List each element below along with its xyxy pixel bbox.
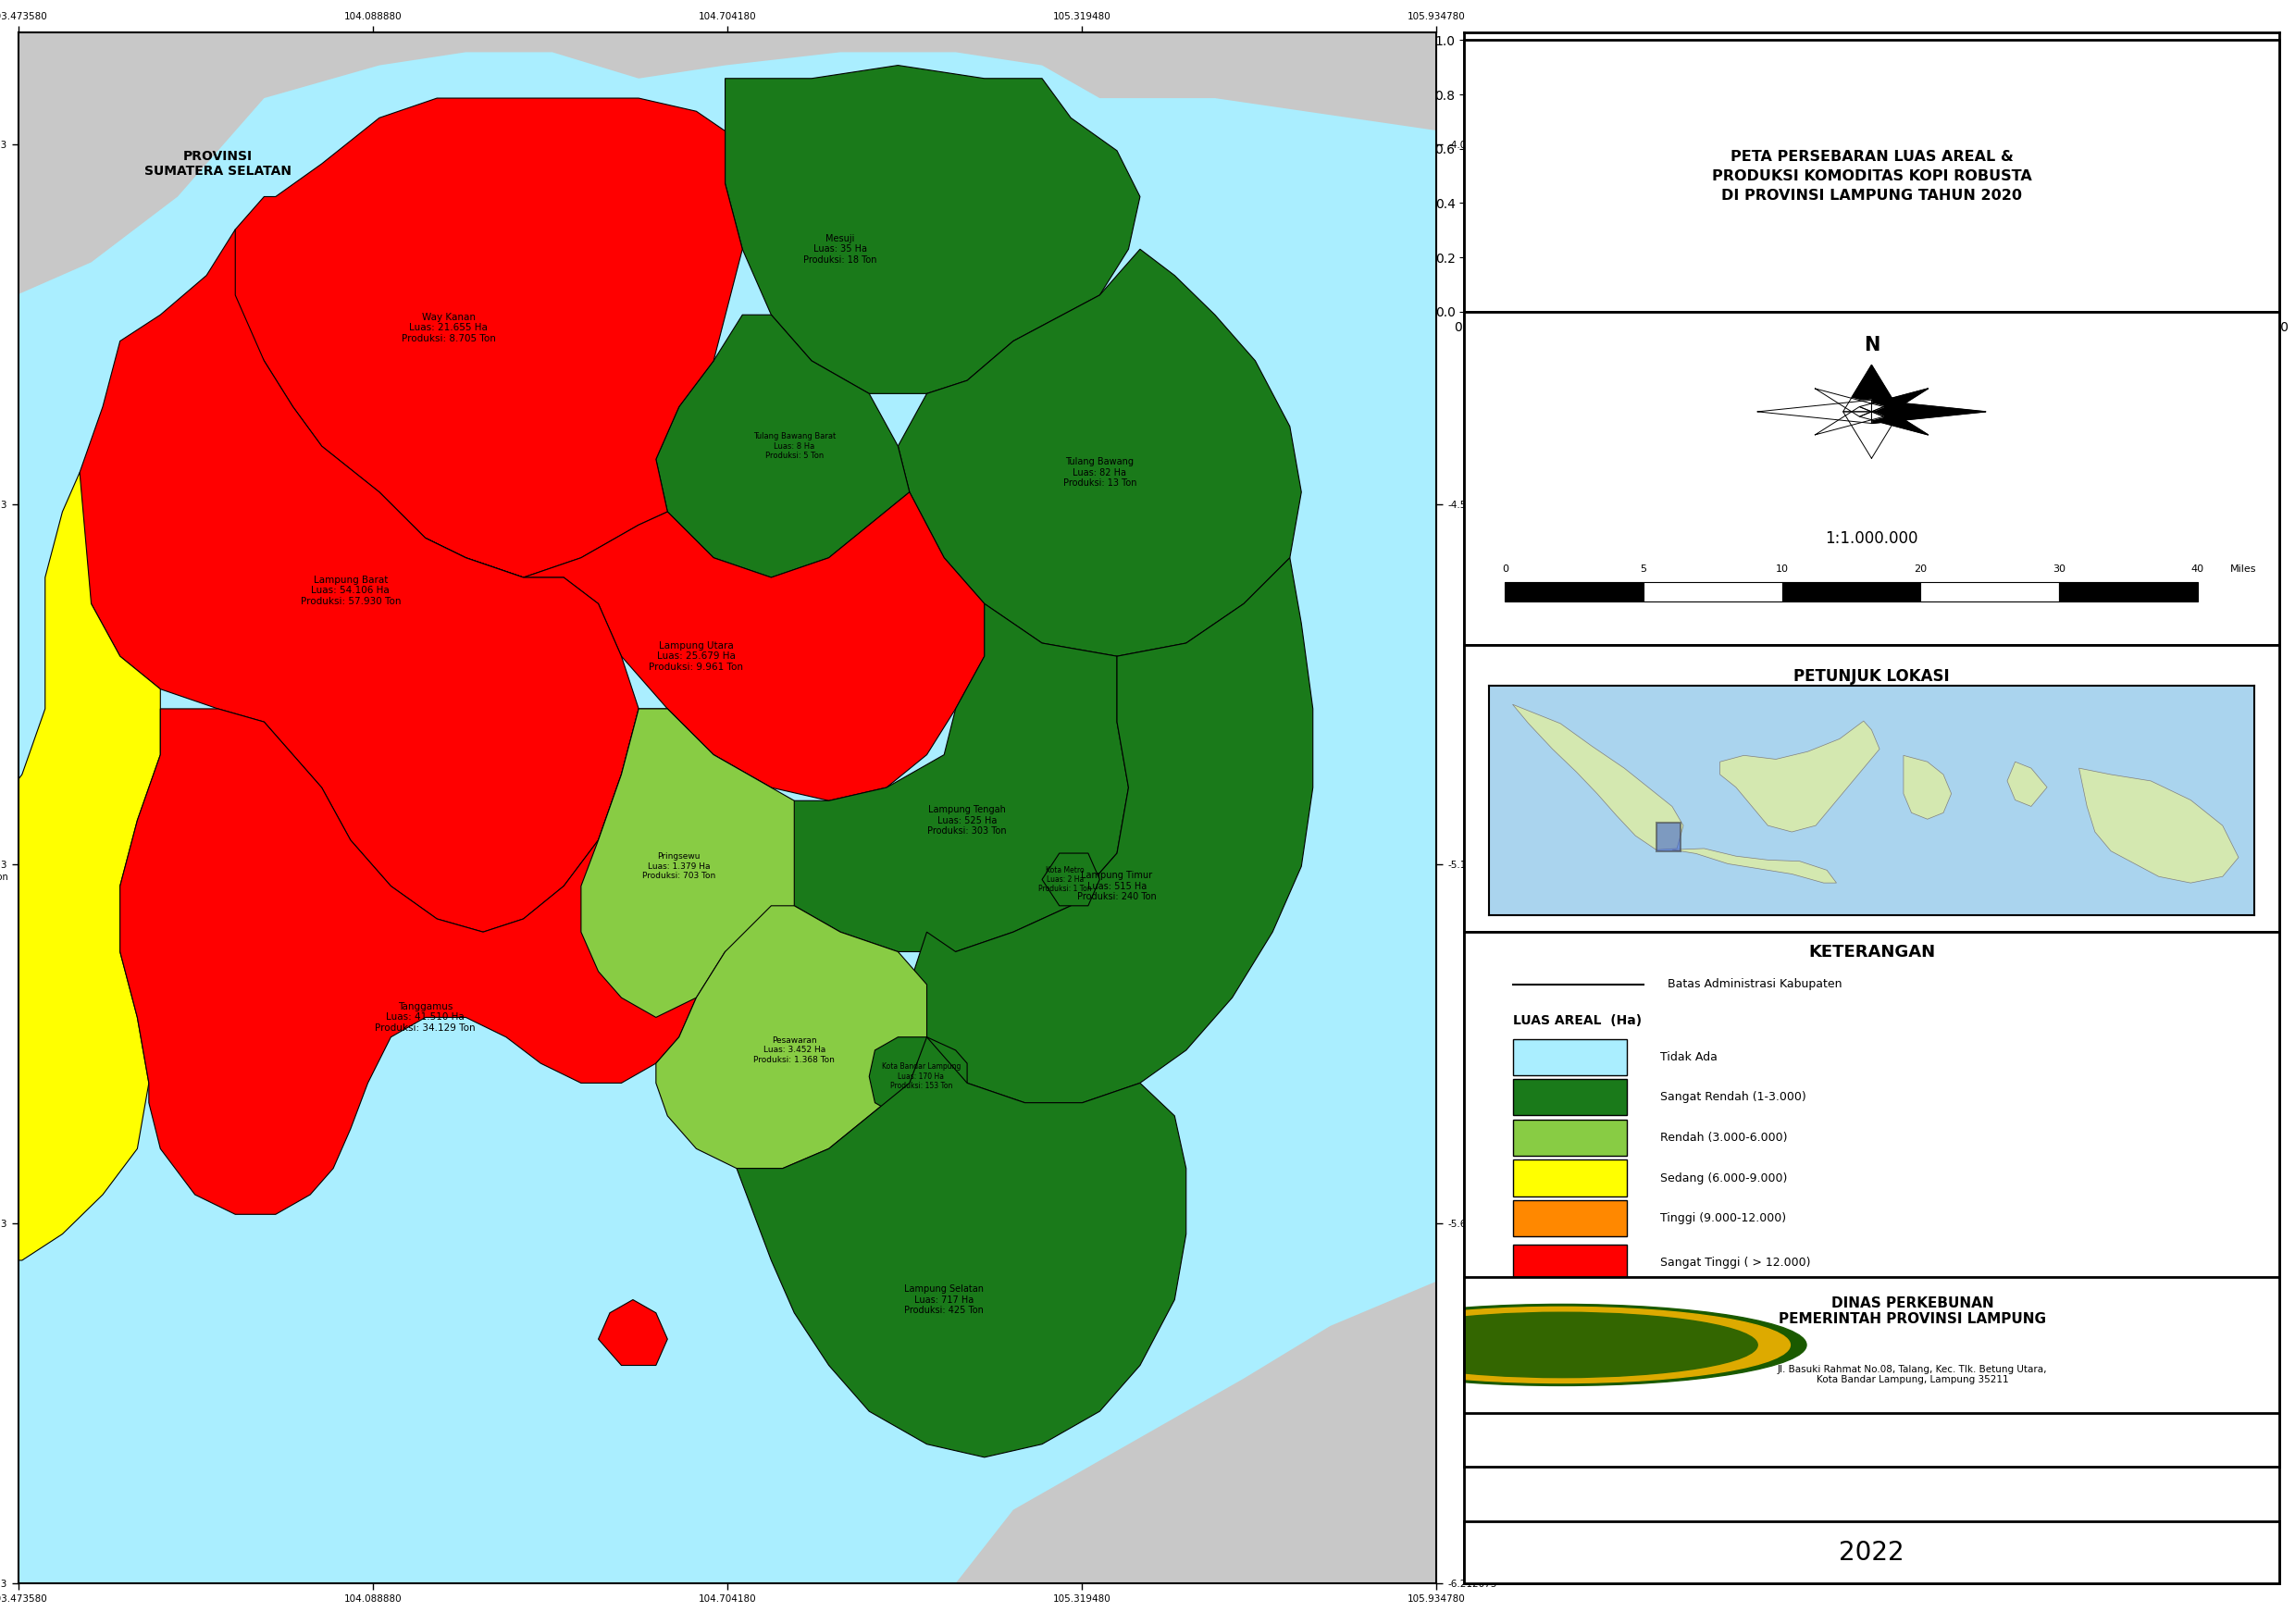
Polygon shape bbox=[656, 906, 927, 1168]
Text: 20: 20 bbox=[1914, 564, 1928, 573]
Text: 30: 30 bbox=[2052, 564, 2066, 573]
Polygon shape bbox=[1859, 388, 1928, 417]
Polygon shape bbox=[1673, 848, 1836, 883]
Polygon shape bbox=[1843, 411, 1900, 458]
Polygon shape bbox=[897, 248, 1301, 656]
Text: Sedang (6.000-9.000): Sedang (6.000-9.000) bbox=[1659, 1173, 1788, 1184]
Text: Miles: Miles bbox=[2231, 564, 2256, 573]
Bar bbox=[1921, 581, 2059, 603]
Polygon shape bbox=[73, 229, 638, 932]
Text: 40: 40 bbox=[2192, 564, 2203, 573]
Polygon shape bbox=[1042, 853, 1099, 906]
Polygon shape bbox=[0, 473, 161, 1260]
Bar bbox=[1781, 581, 1921, 603]
Bar bbox=[1512, 1119, 1627, 1156]
Circle shape bbox=[1333, 1307, 1790, 1384]
Polygon shape bbox=[2079, 768, 2238, 883]
Text: Batas Administrasi Kabupaten: Batas Administrasi Kabupaten bbox=[1668, 978, 1843, 991]
Text: Kota Bandar Lampung
Luas: 170 Ha
Produksi: 153 Ton: Kota Bandar Lampung Luas: 170 Ha Produks… bbox=[881, 1062, 962, 1090]
Text: LUAS AREAL  (Ha): LUAS AREAL (Ha) bbox=[1512, 1015, 1641, 1028]
Polygon shape bbox=[599, 1299, 668, 1366]
Circle shape bbox=[1366, 1312, 1758, 1377]
Text: Sumber Data:
  1. Data Luas Areal : Disbun Prov. Lampung
  2. Data Produksi : Di: Sumber Data: 1. Data Luas Areal : Disbun… bbox=[1506, 1348, 1746, 1402]
Text: KETERANGAN: KETERANGAN bbox=[1808, 944, 1935, 961]
Polygon shape bbox=[2008, 762, 2047, 807]
Bar bbox=[1512, 1244, 1627, 1281]
Text: N: N bbox=[1864, 336, 1880, 354]
Polygon shape bbox=[870, 1038, 966, 1129]
Text: Tinggi (9.000-12.000): Tinggi (9.000-12.000) bbox=[1659, 1212, 1786, 1224]
Text: Lampung Utara
Luas: 25.679 Ha
Produksi: 9.961 Ton: Lampung Utara Luas: 25.679 Ha Produksi: … bbox=[649, 641, 744, 672]
Text: Lampung Barat
Luas: 54.106 Ha
Produksi: 57.930 Ton: Lampung Barat Luas: 54.106 Ha Produksi: … bbox=[301, 575, 402, 606]
Bar bbox=[1506, 581, 1643, 603]
Polygon shape bbox=[1859, 406, 1928, 435]
Text: Tulang Bawang
Luas: 82 Ha
Produksi: 13 Ton: Tulang Bawang Luas: 82 Ha Produksi: 13 T… bbox=[1063, 456, 1136, 487]
Polygon shape bbox=[218, 97, 741, 578]
Text: 0: 0 bbox=[1501, 564, 1508, 573]
Polygon shape bbox=[1512, 705, 1682, 849]
Polygon shape bbox=[1903, 755, 1951, 818]
Polygon shape bbox=[581, 708, 794, 1017]
Polygon shape bbox=[1815, 406, 1884, 435]
Text: Rendah (3.000-6.000): Rendah (3.000-6.000) bbox=[1659, 1132, 1788, 1143]
Polygon shape bbox=[1719, 721, 1880, 831]
Text: Mesuji
Luas: 35 Ha
Produksi: 18 Ton: Mesuji Luas: 35 Ha Produksi: 18 Ton bbox=[803, 234, 877, 265]
Bar bbox=[1657, 823, 1680, 851]
Polygon shape bbox=[725, 65, 1141, 393]
Text: 5: 5 bbox=[1641, 564, 1648, 573]
Bar bbox=[1643, 581, 1781, 603]
Text: Tanggamus
Luas: 41.510 Ha
Produksi: 34.129 Ton: Tanggamus Luas: 41.510 Ha Produksi: 34.1… bbox=[374, 1002, 475, 1033]
Text: Sangat Rendah (1-3.000): Sangat Rendah (1-3.000) bbox=[1659, 1091, 1806, 1103]
Text: Tidak Ada: Tidak Ada bbox=[1659, 1051, 1717, 1064]
Polygon shape bbox=[771, 604, 1129, 952]
Text: Pesisir Barat
Luas: 6.704 Ha
Produksi: 3.466 Ton: Pesisir Barat Luas: 6.704 Ha Produksi: 3… bbox=[0, 851, 9, 882]
Polygon shape bbox=[119, 708, 771, 1215]
Text: PROVINSI
SUMATERA SELATAN: PROVINSI SUMATERA SELATAN bbox=[145, 149, 291, 177]
Polygon shape bbox=[16, 32, 1439, 296]
Text: DINAS PERKEBUNAN
PEMERINTAH PROVINSI LAMPUNG: DINAS PERKEBUNAN PEMERINTAH PROVINSI LAM… bbox=[1779, 1296, 2047, 1327]
Bar bbox=[2059, 581, 2199, 603]
Polygon shape bbox=[425, 492, 985, 801]
Text: Lampung Selatan
Luas: 717 Ha
Produksi: 425 Ton: Lampung Selatan Luas: 717 Ha Produksi: 4… bbox=[904, 1285, 985, 1315]
Bar bbox=[1512, 1200, 1627, 1236]
Text: Sangat Tinggi ( > 12.000): Sangat Tinggi ( > 12.000) bbox=[1659, 1257, 1811, 1268]
Polygon shape bbox=[1815, 388, 1884, 417]
Text: 2022: 2022 bbox=[1838, 1540, 1905, 1566]
Circle shape bbox=[1317, 1304, 1806, 1385]
Bar bbox=[1512, 1039, 1627, 1075]
Text: Pringsewu
Luas: 1.379 Ha
Produksi: 703 Ton: Pringsewu Luas: 1.379 Ha Produksi: 703 T… bbox=[643, 853, 716, 880]
Polygon shape bbox=[656, 315, 909, 578]
Text: PETUNJUK LOKASI: PETUNJUK LOKASI bbox=[1795, 667, 1948, 685]
Text: Way Kanan
Luas: 21.655 Ha
Produksi: 8.705 Ton: Way Kanan Luas: 21.655 Ha Produksi: 8.70… bbox=[402, 312, 496, 343]
Bar bbox=[1512, 1080, 1627, 1116]
Text: Pesawaran
Luas: 3.452 Ha
Produksi: 1.368 Ton: Pesawaran Luas: 3.452 Ha Produksi: 1.368… bbox=[753, 1036, 835, 1064]
Polygon shape bbox=[737, 1038, 1187, 1457]
Bar bbox=[1512, 1160, 1627, 1197]
Text: Jl. Basuki Rahmat No.08, Talang, Kec. Tlk. Betung Utara,
Kota Bandar Lampung, La: Jl. Basuki Rahmat No.08, Talang, Kec. Tl… bbox=[1776, 1364, 2047, 1385]
Text: Tulang Bawang Barat
Luas: 8 Ha
Produksi: 5 Ton: Tulang Bawang Barat Luas: 8 Ha Produksi:… bbox=[753, 432, 835, 460]
Text: Lampung Tengah
Luas: 525 Ha
Produksi: 303 Ton: Lampung Tengah Luas: 525 Ha Produksi: 30… bbox=[927, 806, 1008, 836]
Text: Lampung Timur
Luas: 515 Ha
Produksi: 240 Ton: Lampung Timur Luas: 515 Ha Produksi: 240… bbox=[1076, 870, 1157, 901]
Polygon shape bbox=[955, 1280, 1439, 1583]
Polygon shape bbox=[1873, 400, 1985, 424]
Polygon shape bbox=[1758, 400, 1873, 424]
Text: 10: 10 bbox=[1776, 564, 1788, 573]
Polygon shape bbox=[909, 557, 1313, 1103]
Polygon shape bbox=[1843, 365, 1900, 411]
Text: Kota Metro
Luas: 2 Ha
Produksi: 1 Ton: Kota Metro Luas: 2 Ha Produksi: 1 Ton bbox=[1037, 866, 1092, 893]
Text: PETA PERSEBARAN LUAS AREAL &
PRODUKSI KOMODITAS KOPI ROBUSTA
DI PROVINSI LAMPUNG: PETA PERSEBARAN LUAS AREAL & PRODUKSI KO… bbox=[1712, 149, 2031, 203]
Text: 1:1.000.000: 1:1.000.000 bbox=[1825, 529, 1919, 547]
